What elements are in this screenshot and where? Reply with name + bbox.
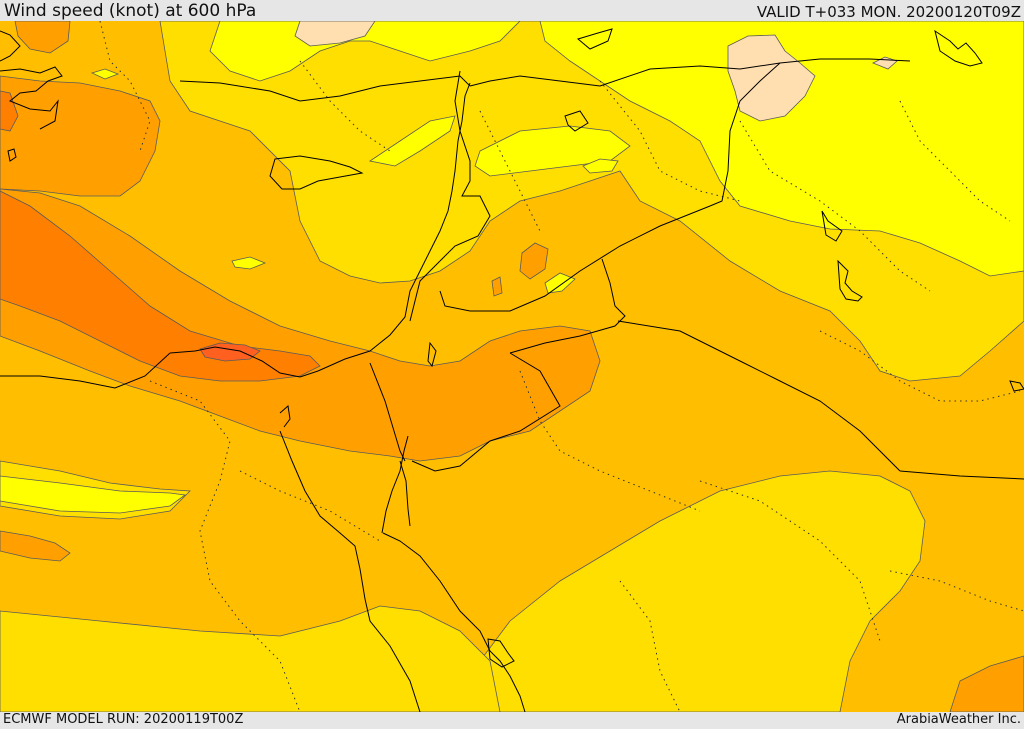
header-bar: Wind speed (knot) at 600 hPa VALID T+033…: [0, 0, 1024, 21]
band-20-30-south: [0, 605, 501, 712]
band-lt20-patch-c: [582, 158, 619, 174]
band-50-60-west: [0, 190, 321, 382]
band-40-50-west: [0, 75, 161, 197]
band-40-50-patch-2: [491, 276, 503, 297]
band-40-50-central: [0, 188, 601, 462]
valid-time: VALID T+033 MON. 20200120T09Z: [756, 3, 1021, 21]
band-lt20-patch-d: [0, 475, 187, 514]
band-50-60-small: [0, 90, 19, 132]
band-min-patch-2: [727, 34, 816, 122]
band-lt20-north: [209, 21, 521, 82]
national-borders: [0, 58, 1024, 480]
coastlines: [0, 28, 1024, 712]
credit: ArabiaWeather Inc.: [896, 712, 1021, 727]
band-lt20-patch-g: [544, 272, 576, 294]
model-run: ECMWF MODEL RUN: 20200119T00Z: [3, 712, 244, 727]
footer-bar: ECMWF MODEL RUN: 20200119T00Z ArabiaWeat…: [0, 712, 1024, 729]
map-canvas: [0, 21, 1024, 712]
band-40-50-southeast: [949, 655, 1024, 712]
band-min-patch-1: [294, 21, 376, 47]
band-lt20-patch-f: [90, 68, 120, 80]
band-20-30-southeast: [479, 470, 926, 712]
band-lt20-northeast: [539, 21, 1024, 277]
band-lt20-patch-e: [231, 256, 267, 270]
map-title: Wind speed (knot) at 600 hPa: [4, 1, 257, 21]
band-40-50-north-left: [14, 21, 71, 54]
wind-speed-map: [0, 21, 1024, 712]
band-lt20-patch-a: [368, 115, 456, 167]
admin-boundaries-dotted: [99, 21, 1024, 712]
band-40-50-patch: [519, 242, 549, 280]
band-40-50-southwest: [0, 530, 71, 562]
